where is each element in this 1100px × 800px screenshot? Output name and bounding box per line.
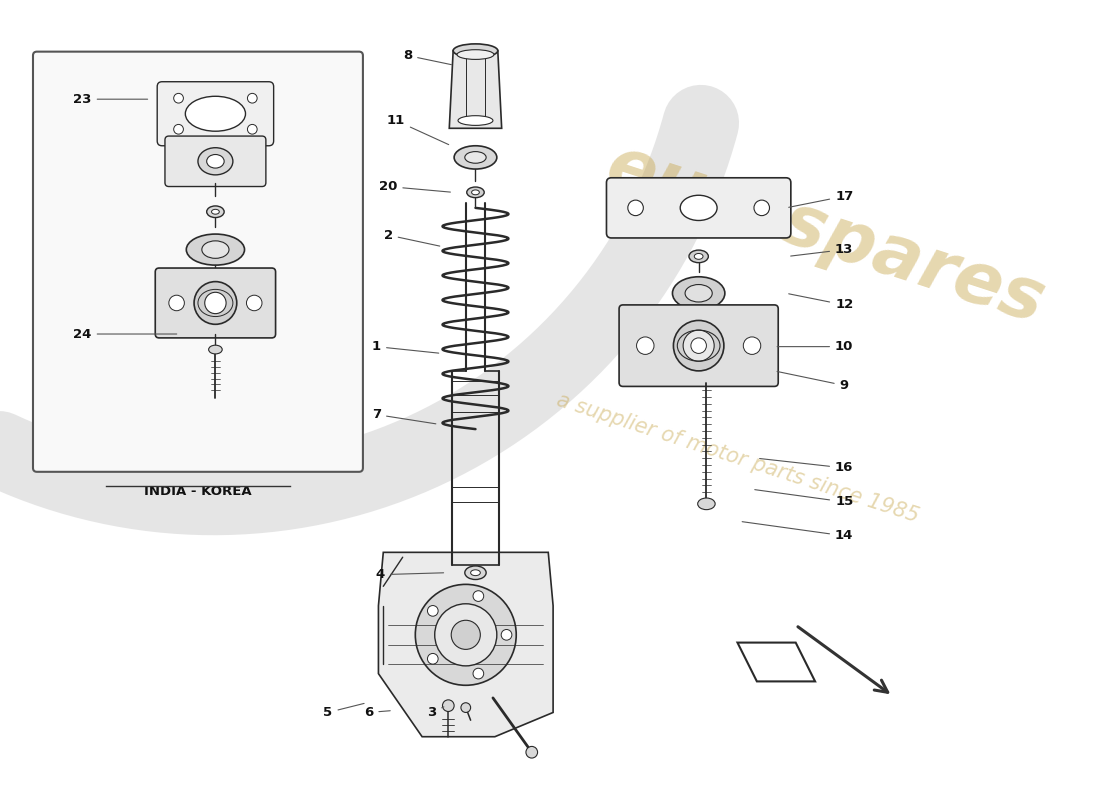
Ellipse shape	[207, 206, 224, 218]
Ellipse shape	[689, 250, 708, 262]
Text: a supplier of motor parts since 1985: a supplier of motor parts since 1985	[553, 390, 921, 526]
Circle shape	[673, 321, 724, 371]
Circle shape	[205, 292, 227, 314]
Text: 2: 2	[384, 229, 440, 246]
Ellipse shape	[466, 187, 484, 198]
Circle shape	[194, 282, 236, 324]
Ellipse shape	[207, 154, 224, 168]
Polygon shape	[378, 552, 553, 737]
Circle shape	[526, 746, 538, 758]
Circle shape	[691, 338, 706, 354]
Circle shape	[637, 337, 654, 354]
Ellipse shape	[201, 241, 229, 258]
Ellipse shape	[472, 190, 480, 194]
Ellipse shape	[458, 116, 493, 126]
Circle shape	[628, 200, 643, 216]
Circle shape	[461, 702, 471, 713]
Text: 12: 12	[789, 294, 854, 311]
Text: 23: 23	[74, 93, 147, 106]
Polygon shape	[449, 50, 502, 128]
Circle shape	[428, 654, 438, 664]
Circle shape	[174, 94, 184, 103]
Ellipse shape	[211, 210, 219, 214]
Text: 16: 16	[760, 458, 854, 474]
Ellipse shape	[672, 277, 725, 310]
FancyBboxPatch shape	[606, 178, 791, 238]
Circle shape	[744, 337, 761, 354]
Text: 7: 7	[372, 408, 436, 424]
FancyBboxPatch shape	[33, 52, 363, 472]
Ellipse shape	[454, 146, 497, 169]
Text: 9: 9	[777, 371, 849, 392]
Circle shape	[434, 604, 497, 666]
Ellipse shape	[471, 570, 481, 576]
Ellipse shape	[198, 148, 233, 175]
Ellipse shape	[456, 50, 494, 59]
Circle shape	[168, 295, 185, 310]
Ellipse shape	[697, 498, 715, 510]
Ellipse shape	[186, 234, 244, 265]
Text: 15: 15	[755, 490, 854, 508]
Ellipse shape	[185, 96, 245, 131]
Circle shape	[442, 700, 454, 711]
Text: 4: 4	[376, 568, 443, 581]
Ellipse shape	[685, 285, 712, 302]
FancyBboxPatch shape	[155, 268, 276, 338]
Text: 24: 24	[74, 327, 177, 341]
FancyBboxPatch shape	[157, 82, 274, 146]
Text: INDIA - KOREA: INDIA - KOREA	[144, 486, 252, 498]
Text: 20: 20	[379, 180, 450, 193]
Text: 5: 5	[323, 703, 364, 719]
Circle shape	[248, 125, 257, 134]
Polygon shape	[737, 642, 815, 682]
Text: 8: 8	[403, 49, 451, 65]
Text: 13: 13	[791, 243, 854, 256]
Circle shape	[473, 590, 484, 602]
Text: eurospares: eurospares	[597, 132, 1053, 338]
Ellipse shape	[465, 566, 486, 579]
Circle shape	[683, 330, 714, 361]
Ellipse shape	[694, 254, 703, 259]
Text: 3: 3	[427, 706, 443, 719]
Ellipse shape	[680, 195, 717, 221]
Ellipse shape	[453, 44, 498, 58]
Circle shape	[416, 584, 516, 686]
Circle shape	[473, 668, 484, 679]
Text: 1: 1	[372, 340, 439, 353]
Circle shape	[246, 295, 262, 310]
Circle shape	[174, 125, 184, 134]
FancyBboxPatch shape	[619, 305, 778, 386]
Circle shape	[248, 94, 257, 103]
Circle shape	[502, 630, 512, 640]
Circle shape	[754, 200, 770, 216]
Circle shape	[428, 606, 438, 616]
Ellipse shape	[209, 345, 222, 354]
Text: 17: 17	[789, 190, 854, 207]
Text: 10: 10	[777, 340, 854, 353]
Ellipse shape	[465, 151, 486, 163]
Text: 14: 14	[742, 522, 854, 542]
Text: 11: 11	[387, 114, 449, 145]
Text: 6: 6	[364, 706, 390, 719]
FancyBboxPatch shape	[165, 136, 266, 186]
Circle shape	[451, 620, 481, 650]
